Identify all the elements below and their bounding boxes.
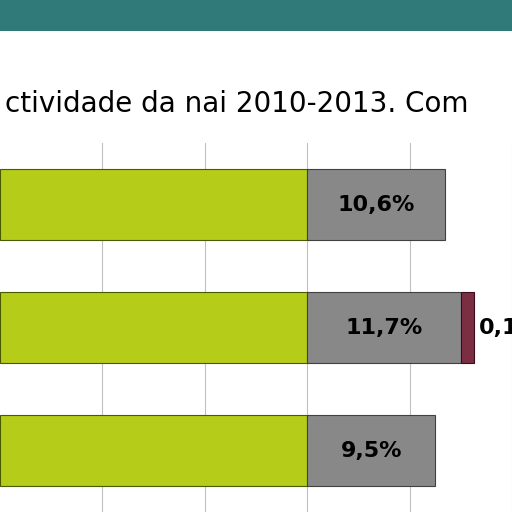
Text: 0,1%: 0,1%: [479, 317, 512, 338]
Text: ctividade da nai 2010-2013. Com: ctividade da nai 2010-2013. Com: [5, 90, 468, 118]
Bar: [0, 415, 307, 486]
Bar: [307, 415, 435, 486]
Bar: [307, 292, 461, 364]
Bar: [461, 292, 474, 364]
Bar: [307, 169, 445, 241]
Bar: [0, 169, 307, 241]
Text: 9,5%: 9,5%: [340, 440, 402, 461]
Text: 10,6%: 10,6%: [337, 195, 415, 215]
Bar: [0, 292, 307, 364]
Text: 11,7%: 11,7%: [346, 317, 422, 338]
